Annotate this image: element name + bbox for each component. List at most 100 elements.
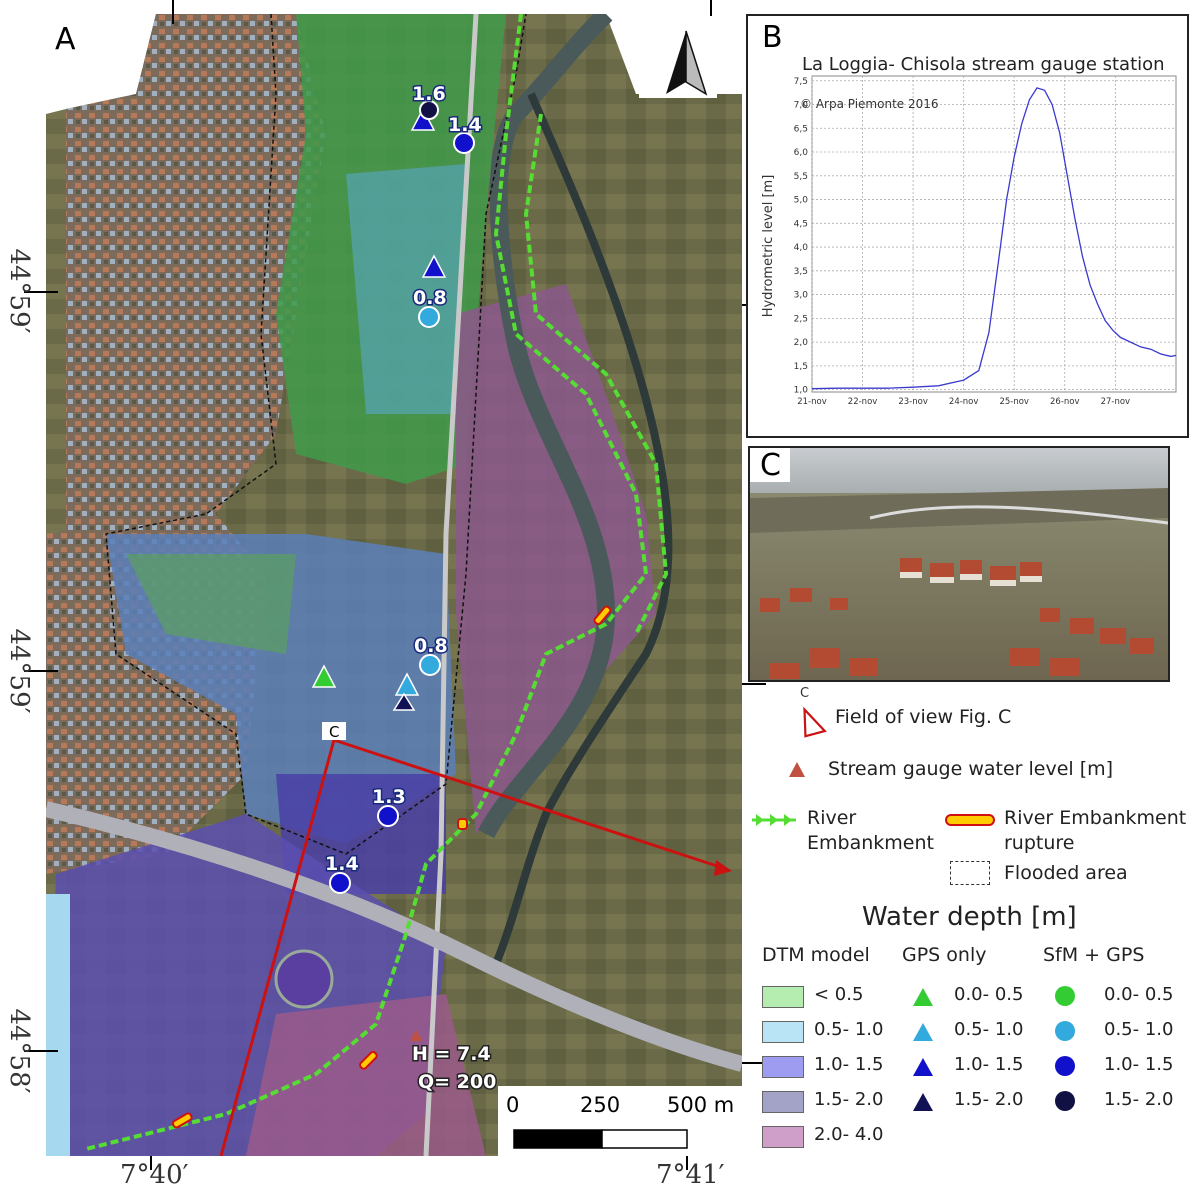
col-sfm: SfM + GPS — [1043, 944, 1145, 966]
lat-label: 44°59′ — [4, 248, 34, 334]
depth-label: 0.8 — [413, 287, 447, 309]
legend-dtm-label: 1.5- 2.0 — [814, 1089, 884, 1110]
sfm-point-1.0-1.5 — [377, 805, 399, 827]
embankment-rupture — [457, 818, 468, 830]
gps-point-0.0-0.5 — [311, 664, 337, 688]
lat-label: 44°59′ — [4, 628, 34, 714]
legend-dtm-swatch — [762, 1021, 804, 1043]
flooded-fields-east — [456, 284, 656, 834]
chart-title: La Loggia- Chisola stream gauge station — [802, 54, 1165, 75]
scale-label-500: 500 m — [667, 1093, 735, 1117]
field-of-view-line-right — [333, 738, 727, 871]
legend-gps-triangle-icon — [913, 1093, 933, 1111]
legend-stream-gauge: Stream gauge water level [m] — [828, 758, 1114, 780]
gauge-q-label: Q= 200 — [418, 1071, 496, 1093]
coord-tick — [172, 0, 174, 24]
horizon-land — [750, 488, 1168, 533]
legend-sfm-circle-icon — [1055, 1056, 1075, 1076]
coord-tick — [742, 1062, 766, 1064]
legend-dtm-swatch — [762, 1126, 804, 1148]
embankment-rupture — [593, 605, 612, 626]
legend-sfm-circle-icon — [1055, 1021, 1075, 1041]
legend-sfm-label: 1.0- 1.5 — [1104, 1054, 1174, 1075]
legend-rupture-2: rupture — [1004, 832, 1075, 854]
x-tick-label: 25-nov — [999, 397, 1029, 407]
y-tick-label: 3,0 — [794, 291, 809, 301]
sky — [750, 448, 1168, 493]
legend-sfm-label: 1.5- 2.0 — [1104, 1089, 1174, 1110]
panel-c-letter: C — [760, 448, 781, 483]
x-tick-label: 26-nov — [1050, 397, 1080, 407]
legend-river-embankment-1: River — [807, 807, 857, 829]
aerial-map: 1.6 1.4 0.8 0.8 1.3 1.4 C H = 7.4 Q= 200 — [46, 14, 742, 1156]
legend-field-of-view: Field of view Fig. C — [835, 706, 1012, 728]
y-tick-label: 3,5 — [794, 267, 808, 277]
water-depth-title: Water depth [m] — [862, 902, 1077, 932]
highway — [869, 505, 1168, 525]
x-tick-label: 27-nov — [1101, 397, 1131, 407]
legend-gps-label: 1.5- 2.0 — [954, 1089, 1024, 1110]
y-tick-label: 5,5 — [794, 172, 808, 182]
gps-point-1.5-2.0 — [392, 692, 416, 711]
gauge-h-label: H = 7.4 — [412, 1043, 491, 1065]
x-tick-labels: 21-nov 22-nov 23-nov 24-nov 25-nov 26-nov 27-n… — [797, 397, 1130, 407]
sfm-point-1.0-1.5 — [329, 872, 351, 894]
gps-point-0.5-1.0 — [394, 672, 420, 696]
y-tick-label: 5,0 — [794, 196, 809, 206]
legend-river-embankment-2: Embankment — [807, 832, 934, 854]
y-tick-label: 2,5 — [794, 314, 808, 324]
legend-dtm-swatch — [762, 1056, 804, 1078]
river — [477, 14, 616, 839]
stream-gauge-icon — [787, 760, 807, 784]
flooded-area-icon — [950, 861, 990, 885]
chisola-river — [492, 92, 673, 966]
depth-label: 1.4 — [448, 114, 482, 136]
field-of-view-arrow — [714, 860, 732, 876]
chart-grid — [811, 76, 1176, 392]
scale-bar-black — [513, 1129, 603, 1149]
legend-dtm-swatch — [762, 1091, 804, 1113]
flooded-shallow — [126, 554, 296, 654]
view-marker-box — [322, 722, 346, 740]
coord-tick — [710, 0, 712, 16]
legend-rupture-1: River Embankment — [1004, 807, 1187, 829]
chart-panel: B La Loggia- Chisola stream gauge statio… — [746, 14, 1189, 438]
coord-tick — [24, 291, 58, 293]
sfm-point-1.5-2.0 — [419, 100, 439, 120]
chart-copyright: © Arpa Piemonte 2016 — [800, 97, 939, 111]
dtm-edge — [46, 894, 70, 1156]
y-tick-label: 1,0 — [794, 386, 809, 396]
chart-ylabel: Hydrometric level [m] — [761, 175, 776, 318]
flooded-area-outline — [105, 14, 527, 855]
rupture-icon — [944, 812, 998, 832]
y-tick-label: 4,5 — [794, 219, 808, 229]
sfm-point-1.0-1.5 — [453, 132, 475, 154]
main-road — [423, 14, 479, 1156]
coord-tick — [686, 1156, 688, 1170]
x-tick-label: 23-nov — [898, 397, 928, 407]
legend-dtm-label: 0.5- 1.0 — [814, 1019, 884, 1040]
depth-label: 1.6 — [412, 83, 446, 105]
lat-label: 44°58′ — [4, 1008, 34, 1094]
mosaic-background — [46, 14, 156, 114]
houses — [760, 558, 1154, 679]
river-embankment-icon — [750, 812, 800, 832]
field-of-view-marker: C — [800, 686, 810, 701]
water-level-line — [811, 87, 1177, 390]
y-tick-labels: 1,0 1,5 2,0 2,5 3,0 3,5 4,0 4,5 5,0 5,5 6,0 6,5 7,0 7… — [794, 77, 809, 396]
hydrograph: 1,0 1,5 2,0 2,5 3,0 3,5 4,0 4,5 5,0 5,5 6,0 6,5 7,0 7… — [761, 75, 1177, 407]
depth-label: 1.3 — [372, 786, 406, 808]
legend-sfm-circle-icon — [1055, 986, 1075, 1006]
legend-sfm-circle-icon — [1055, 1091, 1075, 1111]
legend-gps-label: 0.0- 0.5 — [954, 984, 1024, 1005]
house-walls — [900, 572, 1042, 586]
legend-dtm-label: < 0.5 — [814, 984, 864, 1005]
field-of-view-line-left — [219, 739, 336, 1156]
aerial-photo-panel: C — [748, 446, 1170, 682]
legend-gps-label: 1.0- 1.5 — [954, 1054, 1024, 1075]
y-tick-label: 7,5 — [794, 77, 808, 87]
plot-area — [811, 75, 1177, 393]
lon-label: 7°40′ — [120, 1160, 189, 1190]
scale-bar-white — [601, 1129, 688, 1149]
legend-dtm-swatch — [762, 986, 804, 1008]
